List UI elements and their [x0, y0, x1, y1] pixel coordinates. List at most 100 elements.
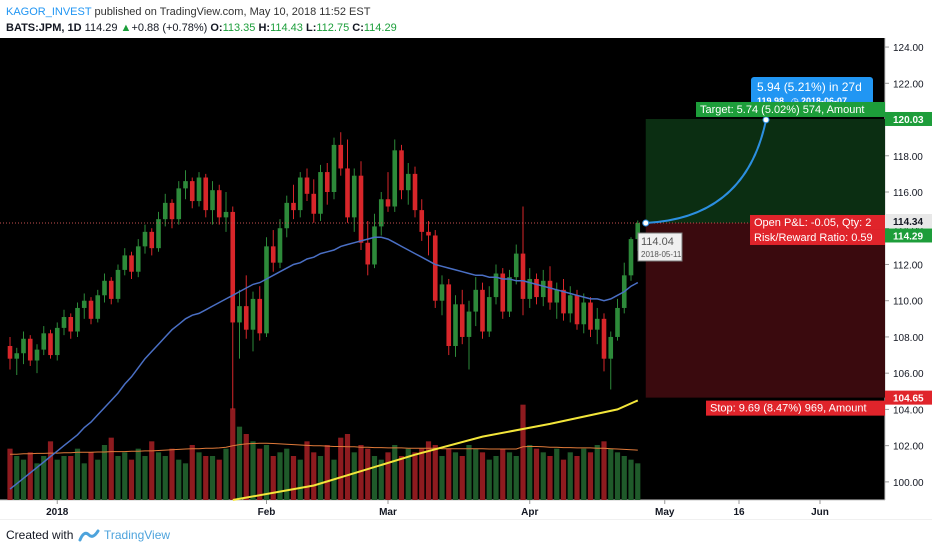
volume-bar	[466, 445, 472, 500]
candle	[304, 168, 310, 202]
author-link[interactable]: KAGOR_INVEST	[6, 6, 92, 18]
candle-body	[615, 307, 620, 337]
candle-body	[338, 144, 344, 169]
volume-bar	[270, 456, 276, 500]
projection-start-handle[interactable]	[642, 219, 650, 227]
candle	[453, 295, 458, 357]
ma-yellow-line	[232, 399, 639, 501]
candle	[507, 269, 512, 318]
candle-body	[432, 235, 438, 301]
candle	[115, 264, 121, 303]
candle	[594, 307, 600, 345]
low-value: 112.75	[316, 22, 350, 34]
candle	[34, 344, 40, 374]
candle	[372, 213, 377, 269]
time-axis-corner	[885, 500, 932, 520]
volume-bar	[425, 441, 432, 500]
tradingview-link[interactable]: TradingView	[104, 528, 171, 542]
last-price-marker-box	[885, 228, 932, 243]
candle	[318, 164, 323, 221]
candle	[520, 206, 526, 316]
volume-bar	[135, 448, 141, 500]
volume-bar	[493, 456, 499, 500]
candle	[480, 282, 485, 339]
candle-body	[156, 219, 161, 249]
callout-price-text: 119.98	[757, 96, 784, 106]
candle-body	[284, 202, 290, 229]
price-tick-label: 116.00	[893, 188, 923, 199]
volume-bar	[560, 459, 567, 500]
close-value: 114.29	[363, 22, 397, 34]
candle	[331, 137, 337, 200]
volume-ma-line	[10, 442, 638, 455]
candle	[183, 170, 188, 200]
volume-bars	[7, 404, 641, 500]
candle-body	[196, 177, 202, 202]
volume-bar	[432, 445, 438, 500]
volume-bar	[34, 463, 40, 500]
volume-bar	[236, 426, 243, 500]
candle	[540, 269, 546, 307]
volume-bar	[459, 456, 465, 500]
candle-body	[264, 246, 269, 334]
volume-bar	[54, 459, 60, 500]
price-tick-label: 124.00	[893, 43, 924, 54]
candle-body	[81, 300, 87, 308]
volume-bar	[209, 456, 216, 500]
candle-body	[189, 181, 195, 202]
price-tick-label: 112.00	[893, 260, 923, 271]
volume-bar	[101, 445, 108, 500]
candle	[291, 184, 296, 220]
candle	[7, 336, 13, 370]
tradingview-logo-icon[interactable]	[78, 528, 100, 545]
moving-averages	[9, 236, 639, 501]
candle-body	[594, 318, 600, 330]
candle	[446, 278, 452, 356]
candle	[392, 139, 398, 212]
volume-bar	[392, 445, 398, 500]
candle-body	[486, 297, 492, 332]
candle-body	[88, 300, 94, 319]
candle	[513, 244, 519, 285]
volume-bar	[297, 459, 303, 500]
volume-bar	[479, 452, 486, 500]
volume-bar	[628, 459, 634, 500]
candle	[223, 192, 229, 232]
volume-bar	[68, 456, 74, 500]
volume-bar	[290, 456, 297, 500]
volume-bar	[311, 452, 317, 500]
up-arrow-icon: ▲	[120, 22, 132, 34]
candle	[149, 228, 155, 256]
time-axis[interactable]	[0, 500, 885, 520]
candle	[54, 322, 60, 361]
price-tick-label: 106.00	[893, 369, 924, 380]
candle	[284, 195, 290, 238]
projection-callout	[751, 77, 873, 109]
stop-label-text: Stop: 9.69 (8.47%) 969, Amount	[710, 403, 867, 415]
volume-bar	[88, 452, 94, 500]
candle	[277, 219, 283, 269]
volume-bar	[115, 456, 121, 500]
symbol-label[interactable]: BATS:JPM, 1D	[6, 22, 82, 34]
volume-bar	[176, 459, 182, 500]
price-tick-label: 108.00	[893, 333, 924, 344]
symbol-info: BATS:JPM, 1D 114.29 ▲+0.88 (+0.78%) O:11…	[6, 20, 397, 36]
projection-end-handle[interactable]	[762, 116, 770, 124]
candle-body	[135, 246, 141, 272]
candle	[608, 331, 614, 390]
volume-bar	[378, 459, 384, 500]
volume-bar	[513, 456, 519, 500]
volume-bar	[439, 456, 445, 500]
candle	[338, 132, 344, 176]
callout-main-text: 5.94 (5.21%) in 27d	[757, 80, 862, 94]
target-price-marker-box	[885, 111, 932, 126]
volume-bar	[533, 448, 540, 500]
candle-body	[230, 211, 236, 323]
ma-blue-line	[9, 236, 639, 490]
time-tick-label: 16	[733, 507, 745, 518]
volume-bar	[574, 456, 580, 500]
candle	[203, 173, 209, 218]
candle	[135, 239, 141, 278]
volume-bar	[61, 456, 67, 500]
